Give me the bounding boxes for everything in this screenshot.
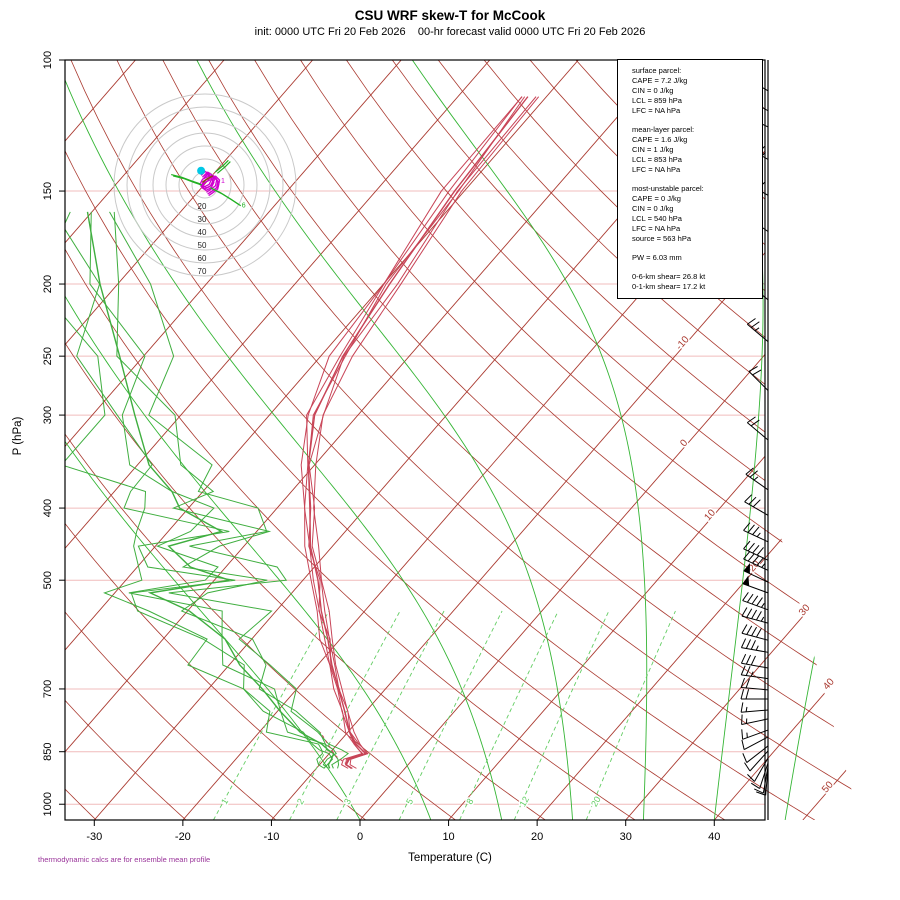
svg-text:30: 30 — [797, 602, 813, 618]
sounding-profiles — [65, 96, 540, 769]
svg-text:150: 150 — [42, 182, 54, 200]
svg-text:1: 1 — [219, 797, 230, 806]
svg-text:200: 200 — [42, 275, 54, 293]
hodograph: 20 30 40 50 60 70 6 1 — [113, 93, 297, 277]
info-line: LFC = NA hPa — [632, 165, 681, 174]
svg-text:10: 10 — [702, 507, 718, 523]
info-line: source = 563 hPa — [632, 234, 692, 243]
mixing-ratio-lines — [213, 610, 676, 820]
svg-text:30: 30 — [198, 215, 207, 224]
svg-text:10: 10 — [442, 831, 454, 843]
svg-text:50: 50 — [820, 779, 836, 795]
svg-text:0: 0 — [357, 831, 363, 843]
footer-note: thermodynamic calcs are for ensemble mea… — [38, 855, 211, 864]
info-line: CIN = 0 J/kg — [632, 204, 674, 213]
svg-text:0: 0 — [678, 437, 690, 449]
x-axis-title: Temperature (C) — [408, 852, 492, 864]
axis-tick-labels: -30 -20 -10 0 10 20 30 401001502002503004005007… — [42, 51, 720, 843]
parcel-info-box: surface parcel: CAPE = 7.2 J/kg CIN = 0 J/… — [617, 59, 763, 299]
info-line: mean-layer parcel: — [632, 125, 695, 134]
info-line: most-unstable parcel: — [632, 184, 704, 193]
axis-ticks — [59, 59, 715, 826]
svg-text:100: 100 — [42, 51, 54, 69]
svg-text:-10: -10 — [263, 831, 279, 843]
svg-text:40: 40 — [198, 228, 207, 237]
svg-text:50: 50 — [198, 241, 207, 250]
svg-text:20: 20 — [531, 831, 543, 843]
info-line: 0-1-km shear= 17.2 kt — [632, 282, 706, 291]
info-line: LCL = 859 hPa — [632, 96, 682, 105]
info-line: surface parcel: — [632, 66, 682, 75]
pressure-gridlines — [65, 59, 765, 805]
svg-text:850: 850 — [42, 743, 54, 761]
info-line: LCL = 540 hPa — [632, 214, 682, 223]
svg-text:70: 70 — [198, 267, 207, 276]
info-line: CIN = 1 J/kg — [632, 145, 674, 154]
plot-frame — [64, 59, 766, 821]
svg-text:500: 500 — [42, 571, 54, 589]
info-line: LCL = 853 hPa — [632, 155, 682, 164]
svg-text:1: 1 — [221, 178, 225, 185]
info-line: LFC = NA hPa — [632, 224, 681, 233]
page-title: CSU WRF skew-T for McCook — [354, 8, 546, 23]
svg-text:-30: -30 — [86, 831, 102, 843]
info-line: CAPE = 0 J/kg — [632, 194, 681, 203]
svg-text:250: 250 — [42, 347, 54, 365]
y-axis-title: P (hPa) — [12, 416, 24, 456]
chart-subtitle: init: 0000 UTC Fri 20 Feb 2026 00-hr for… — [254, 26, 646, 38]
info-line: PW = 6.03 mm — [632, 253, 682, 262]
storm-motion-dot — [197, 166, 206, 175]
svg-text:1000: 1000 — [42, 792, 54, 816]
svg-text:-20: -20 — [175, 831, 191, 843]
info-line: LFC = NA hPa — [632, 106, 681, 115]
svg-text:60: 60 — [198, 254, 207, 263]
info-line: CAPE = 1.6 J/kg — [632, 135, 688, 144]
svg-text:300: 300 — [42, 406, 54, 424]
svg-text:20: 20 — [198, 202, 207, 211]
dry-adiabat-lines — [65, 60, 860, 820]
mixing-ratio-labels: 1 2 3 5 8 12 20 — [218, 793, 605, 810]
svg-text:40: 40 — [708, 831, 720, 843]
svg-text:12: 12 — [517, 795, 531, 809]
svg-text:6: 6 — [242, 203, 246, 210]
info-line: 0-6-km shear= 26.8 kt — [632, 272, 706, 281]
svg-text:40: 40 — [821, 676, 837, 692]
svg-text:-10: -10 — [674, 334, 692, 352]
svg-text:30: 30 — [620, 831, 632, 843]
info-line: CAPE = 7.2 J/kg — [632, 76, 688, 85]
info-line: CIN = 0 J/kg — [632, 86, 674, 95]
svg-text:400: 400 — [42, 499, 54, 517]
svg-text:700: 700 — [42, 680, 54, 698]
